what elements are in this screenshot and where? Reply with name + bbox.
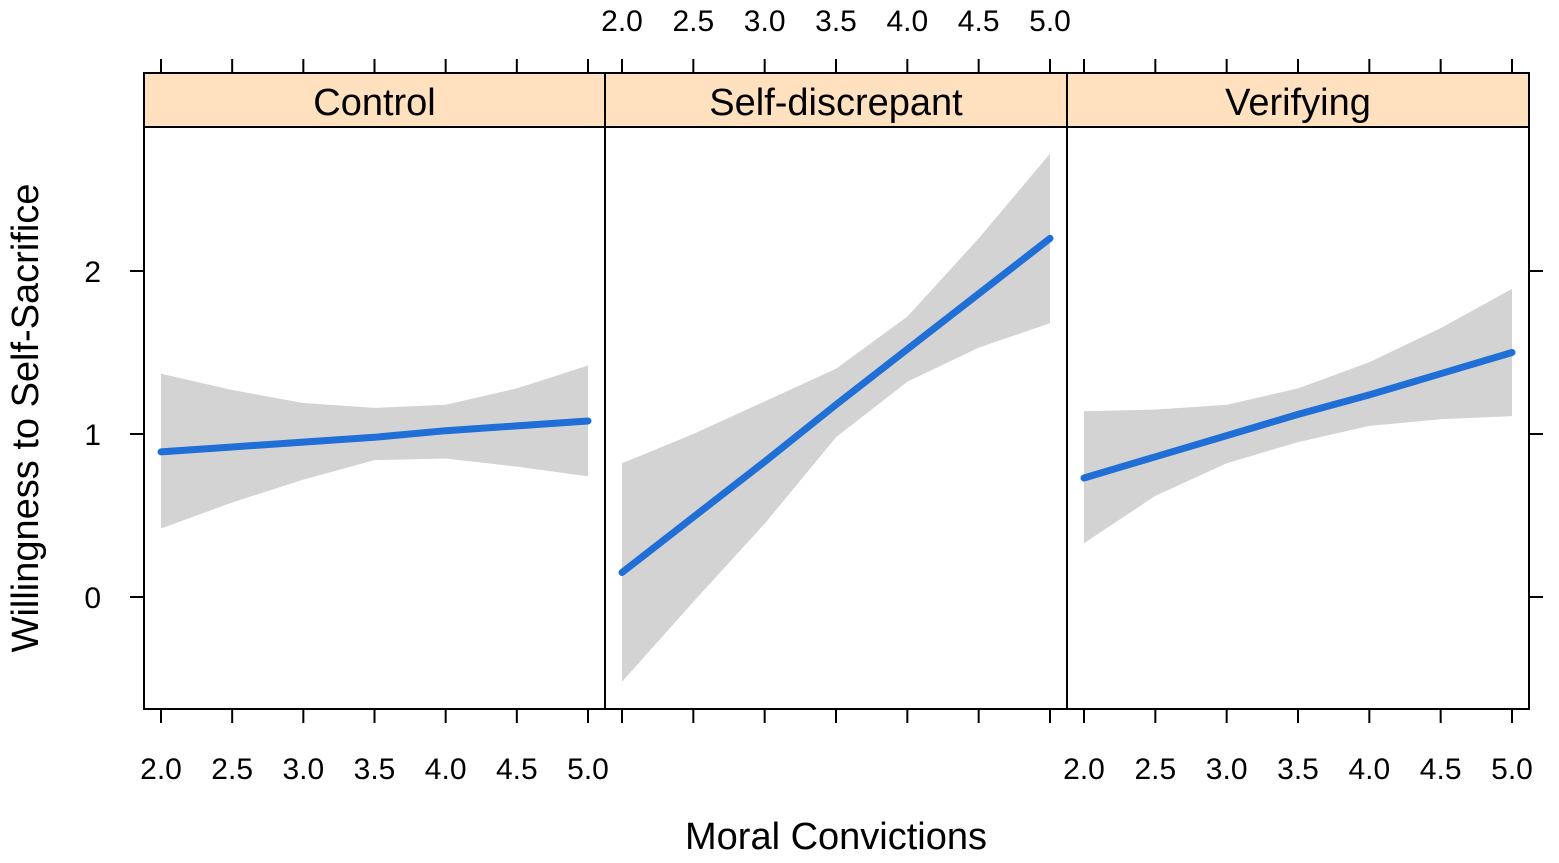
x-tick-label-bottom: 3.0: [1206, 753, 1248, 786]
confidence-band: [622, 153, 1050, 682]
x-tick-label-top: 5.0: [1029, 5, 1071, 38]
x-tick-label-bottom: 4.5: [1420, 753, 1462, 786]
fit-line: [618, 234, 1054, 576]
y-axis-title: Willingness to Self-Sacrifice: [5, 184, 47, 653]
panel-strip: [1066, 72, 1530, 128]
panel-verifying: Verifying 2.0 2.5 3.0 3.5 4.0 4.5 5.0: [1063, 59, 1533, 786]
panel-strip-label: Self-discrepant: [709, 82, 963, 124]
y-tick-label: 2: [84, 256, 101, 289]
fit-line: [1080, 349, 1516, 482]
panel-strip: [143, 72, 606, 128]
x-tick-label-bottom: 2.5: [211, 753, 253, 786]
x-tick-label-bottom: 5.0: [1491, 753, 1533, 786]
x-tick-label-bottom: 5.0: [567, 753, 609, 786]
x-tick-label-top: 2.0: [601, 5, 643, 38]
x-tick-label-top: 2.5: [672, 5, 714, 38]
x-tick-label-bottom: 2.0: [140, 753, 182, 786]
panel-strip-label: Verifying: [1225, 82, 1371, 124]
x-tick-label-top: 4.5: [958, 5, 1000, 38]
x-tick-label-top: 3.5: [815, 5, 857, 38]
x-tick-label-bottom: 4.0: [1348, 753, 1390, 786]
x-tick-label-bottom: 2.5: [1134, 753, 1176, 786]
fit-line: [157, 417, 592, 456]
panel-strip-label: Control: [313, 82, 436, 124]
x-tick-label-top: 3.0: [744, 5, 786, 38]
x-tick-label-bottom: 3.5: [354, 753, 396, 786]
panel-control: Control 2.0 2.5 3.0 3.5 4.0 4.5 5.0: [140, 59, 609, 786]
panel-self-discrepant: Self-discrepant 2.0 2.5 3.0 3.5 4.0 4.5 5.0: [601, 5, 1071, 723]
x-tick-label-bottom: 3.0: [282, 753, 324, 786]
confidence-band: [161, 365, 588, 529]
y-tick-label: 0: [84, 582, 101, 615]
y-tick-label: 1: [84, 419, 101, 452]
x-axis-title: Moral Convictions: [685, 816, 987, 858]
x-tick-label-top: 4.0: [886, 5, 928, 38]
x-tick-label-bottom: 2.0: [1063, 753, 1105, 786]
x-tick-label-bottom: 4.5: [496, 753, 538, 786]
x-tick-label-bottom: 3.5: [1277, 753, 1319, 786]
x-tick-label-bottom: 4.0: [425, 753, 467, 786]
